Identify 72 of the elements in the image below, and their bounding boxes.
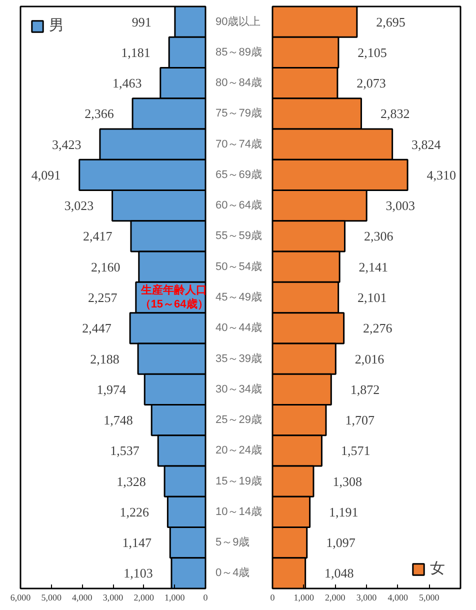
- y-tick-label: 65～69歳: [216, 168, 262, 181]
- legend-label: 女: [430, 559, 446, 578]
- x-tick-label: 2,000: [134, 592, 154, 602]
- data-label: 3,824: [412, 136, 442, 152]
- data-label: 991: [132, 14, 152, 30]
- data-label: 2,276: [363, 320, 393, 336]
- y-tick-label: 75～79歳: [216, 106, 262, 120]
- data-label: 1,147: [122, 535, 152, 550]
- x-tick-label: 2,000: [325, 592, 346, 602]
- x-tick-label: 5,000: [41, 592, 62, 602]
- data-label: 1,103: [124, 566, 153, 581]
- data-label: 2,105: [358, 44, 387, 60]
- x-tick-label: 0: [270, 592, 276, 602]
- x-tick-label: 6,000: [10, 592, 32, 602]
- data-label: 2,417: [83, 228, 113, 244]
- data-label: 2,141: [358, 259, 388, 274]
- data-label: 4,310: [426, 167, 456, 182]
- x-tick-label: 3,000: [102, 592, 124, 602]
- y-tick-label: 45～49歳: [216, 290, 262, 304]
- y-tick-label: 5～9歳: [216, 536, 250, 549]
- data-label: 2,188: [90, 351, 120, 366]
- data-label: 1,048: [324, 566, 354, 581]
- data-label: 1,571: [340, 443, 370, 458]
- y-tick-label: 80～84歳: [216, 76, 262, 90]
- data-label: 3,003: [386, 198, 416, 214]
- y-tick-label: 25～29歳: [216, 413, 262, 426]
- x-tick-label: 4,000: [388, 592, 408, 602]
- y-tick-label: 60～64歳: [216, 198, 262, 212]
- data-label: 2,160: [90, 259, 120, 274]
- x-tick-label: 1,000: [294, 592, 314, 602]
- data-label: 1,191: [329, 504, 358, 520]
- x-tick-label: 4,000: [72, 592, 93, 602]
- data-label: 2,101: [358, 290, 387, 305]
- data-label: 4,091: [31, 167, 61, 182]
- data-label: 1,974: [96, 382, 126, 397]
- y-tick-label: 0～4歳: [216, 566, 250, 580]
- data-label: 2,447: [82, 320, 112, 336]
- data-label: 1,872: [350, 382, 380, 397]
- data-label: 3,423: [52, 136, 82, 152]
- x-tick-label: 5,000: [419, 592, 440, 602]
- y-tick-label: 85～89歳: [216, 45, 262, 58]
- data-label: 1,308: [332, 474, 362, 489]
- x-tick-label: 3,000: [356, 592, 378, 602]
- y-tick-label: 15～19歳: [216, 474, 262, 488]
- legend-label: 男: [49, 16, 65, 35]
- y-tick-label: 30～34歳: [216, 382, 262, 396]
- y-tick-label: 35～39歳: [216, 352, 262, 365]
- data-label: 2,073: [356, 76, 386, 91]
- data-label: 2,257: [88, 290, 118, 305]
- y-tick-label: 20～24歳: [216, 444, 262, 457]
- x-tick-label: 0: [203, 592, 208, 602]
- data-label: 1,328: [116, 474, 146, 489]
- data-label: 2,016: [354, 351, 385, 366]
- data-label: 1,537: [110, 443, 140, 458]
- y-tick-label: 40～44歳: [216, 321, 262, 334]
- data-label: 2,306: [364, 228, 394, 244]
- data-label: 1,748: [104, 412, 133, 428]
- y-tick-label: 55～59歳: [216, 229, 262, 242]
- data-label: 2,832: [380, 106, 410, 122]
- data-label: 1,463: [112, 76, 142, 91]
- y-tick-label: 10～14歳: [216, 504, 262, 518]
- data-label: 1,181: [121, 44, 150, 60]
- y-tick-label: 50～54歳: [216, 260, 262, 273]
- y-tick-label: 70～74歳: [216, 137, 262, 150]
- data-label: 1,707: [345, 412, 375, 428]
- data-label: 1,226: [120, 504, 150, 520]
- data-label: 2,366: [84, 106, 114, 122]
- y-tick-label: 90歳以上: [216, 14, 261, 28]
- data-label: 2,695: [376, 14, 406, 30]
- data-label: 1,097: [326, 535, 356, 550]
- x-tick-label: 1,000: [164, 592, 186, 602]
- data-label: 3,023: [64, 198, 94, 214]
